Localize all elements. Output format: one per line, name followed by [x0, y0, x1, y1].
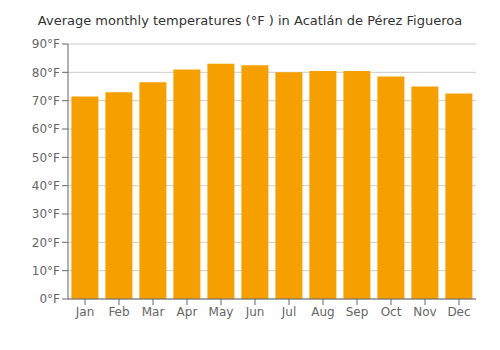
svg-text:May: May [209, 305, 234, 319]
svg-text:Dec: Dec [447, 305, 470, 319]
svg-text:Aug: Aug [311, 305, 334, 319]
svg-text:50°F: 50°F [32, 151, 60, 165]
svg-text:Jan: Jan [75, 305, 95, 319]
svg-text:70°F: 70°F [32, 94, 60, 108]
svg-text:60°F: 60°F [32, 122, 60, 136]
svg-text:Jul: Jul [281, 305, 296, 319]
svg-text:Nov: Nov [413, 305, 436, 319]
svg-text:Jun: Jun [245, 305, 265, 319]
svg-text:80°F: 80°F [32, 66, 60, 80]
svg-text:0°F: 0°F [39, 292, 60, 306]
html-text:Average monthly temperatures (: Average monthly temperatures (°F ) in Ac… [37, 13, 463, 28]
svg-text:Oct: Oct [381, 305, 402, 319]
svg-text:Feb: Feb [108, 305, 129, 319]
svg-text:90°F: 90°F [32, 37, 60, 51]
svg-text:Mar: Mar [142, 305, 165, 319]
svg-text:Apr: Apr [177, 305, 198, 319]
svg-text:Sep: Sep [346, 305, 369, 319]
svg-text:20°F: 20°F [32, 236, 60, 250]
svg-text:10°F: 10°F [32, 264, 60, 278]
svg-text:40°F: 40°F [32, 179, 60, 193]
svg-text:30°F: 30°F [32, 207, 60, 221]
